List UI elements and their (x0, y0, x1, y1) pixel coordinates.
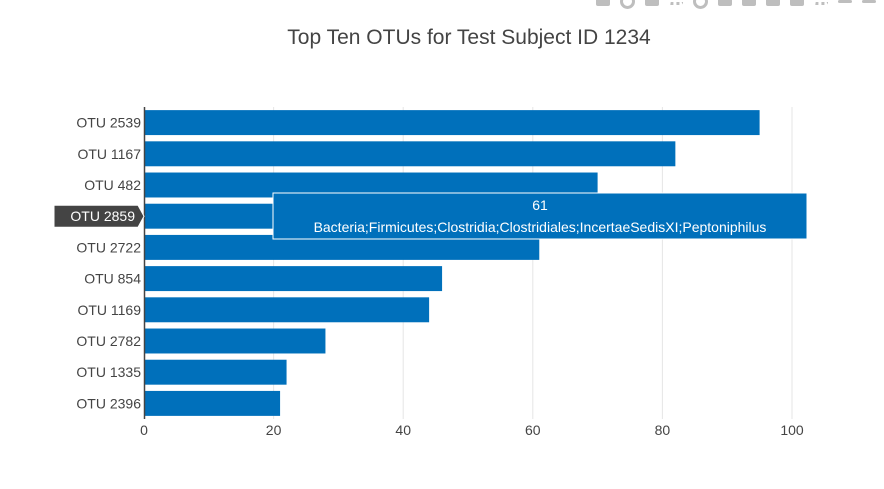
x-tick-label: 20 (266, 422, 282, 438)
bar[interactable] (144, 328, 326, 354)
tooltip-box (272, 192, 808, 240)
y-tick-label: OTU 1335 (76, 364, 141, 380)
lasso-icon[interactable] (693, 0, 708, 9)
spike-lines-icon[interactable] (814, 0, 828, 5)
reset-axes-icon[interactable] (790, 0, 804, 6)
x-tick-label: 0 (140, 422, 148, 438)
y-tick-label: OTU 2722 (76, 239, 141, 255)
modebar (596, 0, 876, 9)
y-tick-label: OTU 482 (84, 177, 141, 193)
x-tick-labels: 0 20 40 60 80 100 (140, 422, 804, 438)
zoom-in-icon[interactable] (718, 0, 732, 6)
hover-compare-icon[interactable] (862, 0, 876, 3)
autoscale-icon[interactable] (766, 0, 780, 6)
bar[interactable] (144, 390, 281, 416)
hover-axis-label-text: OTU 2859 (70, 208, 135, 224)
y-tick-label: OTU 2396 (76, 395, 141, 411)
box-select-icon[interactable] (669, 0, 683, 5)
y-tick-label: OTU 2539 (76, 115, 141, 131)
camera-icon[interactable] (596, 0, 610, 6)
y-tick-label: OTU 1167 (77, 146, 141, 162)
bar[interactable] (144, 359, 287, 385)
bars-group (144, 110, 760, 416)
x-tick-label: 40 (395, 422, 411, 438)
chart-title: Top Ten OTUs for Test Subject ID 1234 (287, 26, 651, 49)
y-tick-label: OTU 2782 (76, 333, 141, 349)
zoom-icon[interactable] (620, 0, 635, 9)
bar[interactable] (144, 297, 430, 323)
zoom-out-icon[interactable] (742, 0, 756, 6)
tooltip-text: Bacteria;Firmicutes;Clostridia;Clostridi… (314, 219, 767, 235)
y-tick-label: OTU 854 (84, 271, 141, 287)
tooltip-value: 61 (532, 197, 548, 213)
x-tick-label: 60 (525, 422, 541, 438)
y-tick-label: OTU 1169 (77, 302, 141, 318)
x-tick-label: 80 (655, 422, 671, 438)
bar[interactable] (144, 266, 443, 292)
hover-closest-icon[interactable] (838, 0, 852, 3)
hover-tooltip: OTU 2859 61 Bacteria;Firmicutes;Clostridia… (53, 192, 808, 240)
hover-axis-label: OTU 2859 (53, 204, 145, 228)
bar[interactable] (144, 141, 676, 167)
x-tick-label: 100 (780, 422, 804, 438)
bar[interactable] (144, 110, 760, 136)
pan-icon[interactable] (645, 0, 659, 6)
hover-axis-label-box (53, 204, 145, 228)
y-tick-labels: OTU 2539 OTU 1167 OTU 482 OTU 2722 OTU 854 OT… (76, 115, 141, 412)
